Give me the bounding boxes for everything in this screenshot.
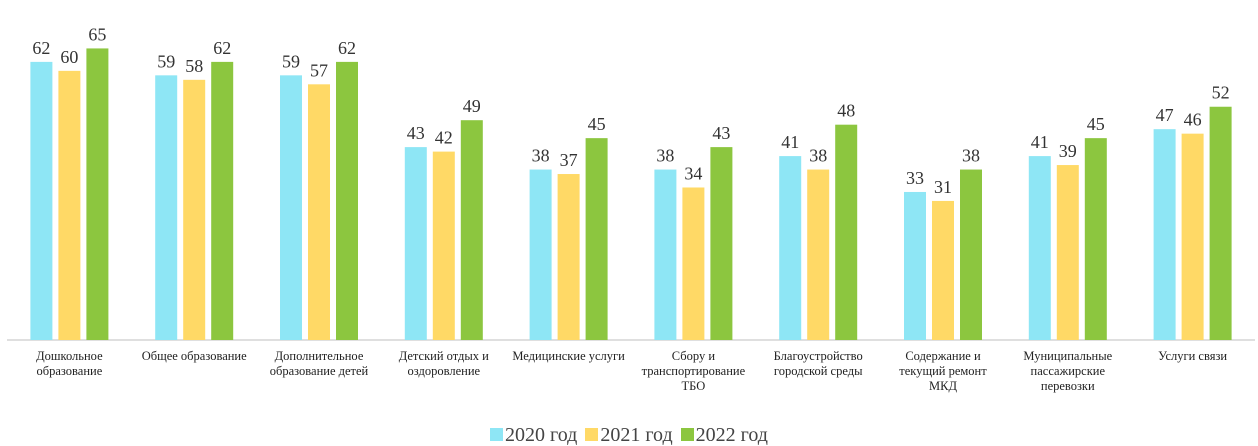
data-label: 38 (809, 146, 827, 166)
bar (682, 187, 705, 340)
x-tick-label: Содержание и текущий ремонт МКД (899, 349, 987, 393)
legend-label: 2022 год (695, 424, 768, 446)
legend-item: 2020 год (490, 424, 577, 446)
bar (1056, 165, 1079, 340)
x-tick-label: Медицинские услуги (512, 349, 625, 363)
data-label: 62 (213, 38, 231, 58)
data-label: 41 (1031, 132, 1049, 152)
bar (710, 147, 733, 340)
bar (1028, 156, 1051, 340)
bar (280, 75, 302, 340)
data-label: 59 (157, 51, 175, 71)
bar (460, 120, 483, 340)
data-label: 52 (1212, 83, 1230, 103)
bar (807, 169, 830, 340)
data-label: 33 (906, 168, 924, 188)
legend-swatch (490, 428, 504, 441)
data-label: 43 (712, 123, 730, 143)
x-tick-label: Сбору и транспортирование ТБО (641, 349, 746, 393)
bar (432, 151, 455, 340)
bar (835, 124, 858, 340)
bar (58, 70, 81, 340)
bar (585, 138, 608, 340)
bar (308, 84, 330, 340)
data-label: 60 (60, 47, 78, 67)
legend-swatch (680, 428, 694, 441)
data-label: 62 (338, 38, 356, 58)
legend: 2020 год 2021 год 2022 год (0, 424, 1258, 446)
data-label: 46 (1184, 110, 1202, 130)
bar (960, 169, 982, 340)
bar (932, 200, 954, 340)
data-label: 59 (282, 51, 300, 71)
bar (1209, 106, 1232, 340)
data-label: 58 (185, 56, 203, 76)
legend-label: 2021 год (600, 424, 673, 446)
data-label: 43 (407, 123, 425, 143)
bar (404, 147, 427, 340)
bar (904, 191, 926, 340)
data-label: 31 (934, 177, 952, 197)
x-tick-label: Муниципальные пассажирские перевозки (1023, 349, 1113, 393)
data-label: 37 (560, 150, 578, 170)
data-label: 42 (435, 128, 453, 148)
data-label: 39 (1059, 141, 1077, 161)
data-label: 47 (1156, 105, 1174, 125)
bar (155, 75, 178, 340)
data-label: 49 (463, 96, 481, 116)
bar (529, 169, 552, 340)
plot: 62 60 65 59 58 62 59 57 62 43 42 49 38 37 45 38 34 43 41 38… (7, 24, 1255, 341)
bar (183, 79, 206, 340)
x-tick-label: Услуги связи (1158, 349, 1228, 363)
x-tick-label: Дополнительное образование детей (269, 349, 369, 378)
bar (1153, 129, 1176, 340)
x-tick-label: Детский отдых и оздоровление (398, 349, 489, 378)
data-label: 41 (781, 132, 799, 152)
x-tick-label: Благоустройство городской среды (773, 349, 863, 378)
data-label: 57 (310, 60, 328, 80)
data-label: 48 (837, 101, 855, 121)
data-label: 38 (656, 146, 674, 166)
legend-label: 2020 год (505, 424, 578, 446)
legend-item: 2022 год (680, 424, 768, 446)
x-tick-label: Дошкольное образование (36, 349, 103, 378)
data-label: 62 (32, 38, 50, 58)
data-label: 45 (588, 114, 606, 134)
data-label: 38 (532, 146, 550, 166)
bar (86, 48, 109, 341)
bar (557, 174, 580, 340)
bar (1084, 138, 1107, 340)
legend-item: 2021 год (585, 424, 673, 446)
bar (211, 61, 234, 341)
bar (336, 61, 358, 341)
bar (1181, 133, 1204, 340)
x-tick-label: Общее образование (141, 349, 247, 363)
data-label: 45 (1087, 114, 1105, 134)
data-label: 34 (684, 163, 702, 183)
data-label: 65 (88, 24, 106, 44)
legend-swatch (585, 428, 599, 441)
bar (654, 169, 677, 340)
bar (779, 156, 802, 340)
data-label: 38 (962, 146, 980, 166)
bar (30, 61, 53, 341)
